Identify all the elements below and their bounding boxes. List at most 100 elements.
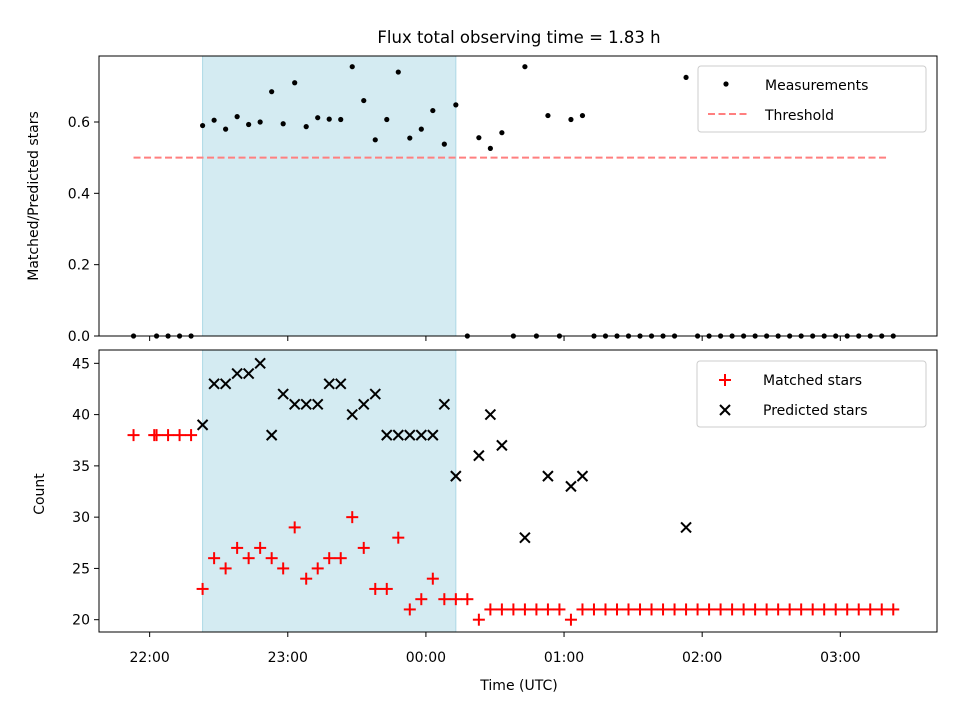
matched-star-point <box>806 603 819 616</box>
predicted-star-point <box>254 357 266 370</box>
matched-star-point <box>392 531 405 544</box>
top-ytick-label: 0.0 <box>68 329 90 345</box>
bottom-ylabel: Count <box>32 473 48 515</box>
predicted-star-point <box>450 470 462 482</box>
measurement-point <box>303 124 309 130</box>
matched-star-point <box>622 603 635 616</box>
measurement-point <box>384 116 390 123</box>
top-legend: Measurements Threshold <box>697 65 927 133</box>
bottom-xlabel: Time (UTC) <box>479 678 557 694</box>
matched-star-point <box>219 562 232 575</box>
bottom-xtick-label: 03:00 <box>820 650 860 666</box>
predicted-marker-b <box>484 408 497 421</box>
predicted-star-point <box>277 388 289 400</box>
matched-star-point <box>864 603 877 616</box>
predicted-star-point <box>484 408 497 421</box>
top-yticks-layer: 0.0 0.2 0.4 0.6 <box>68 115 99 345</box>
predicted-star-point <box>565 480 577 493</box>
matched-star-point <box>403 603 416 616</box>
bottom-xtick-label: 02:00 <box>682 650 722 666</box>
measurement-point <box>349 64 355 70</box>
matched-star-point <box>783 603 796 616</box>
predicted-star-point <box>473 449 485 462</box>
bottom-yticks-layer: 20 25 30 35 40 45 <box>72 356 99 629</box>
observing-band <box>202 349 457 633</box>
measurement-point <box>372 137 378 143</box>
bottom-axes-frame <box>98 349 938 633</box>
measurement-point <box>211 117 217 123</box>
legend-matched-marker <box>719 374 731 386</box>
matched-star-point <box>875 603 888 616</box>
measurement-point <box>579 112 586 119</box>
predicted-marker-b <box>473 449 485 462</box>
measurement-point <box>361 97 367 104</box>
matched-star-point <box>323 552 336 565</box>
predicted-marker-b <box>542 470 554 482</box>
predicted-marker-b <box>438 398 451 411</box>
legend-measurement-marker <box>723 81 729 87</box>
matched-star-point <box>599 603 612 616</box>
predicted-marker-b <box>496 439 508 452</box>
predicted-star-point <box>542 470 554 482</box>
measurement-point <box>338 116 344 123</box>
predicted-star-point <box>265 429 278 441</box>
predicted-marker-b <box>254 357 266 370</box>
matched-star-point <box>369 582 382 595</box>
matched-star-point <box>749 603 762 616</box>
predicted-star-point <box>335 378 347 390</box>
matched-star-point <box>841 603 854 616</box>
matched-star-point <box>703 603 716 616</box>
matched-star-point <box>380 582 393 595</box>
bottom-band-layer <box>202 349 457 633</box>
bottom-ytick-label: 30 <box>72 510 90 526</box>
predicted-star-point <box>392 429 404 441</box>
matched-star-point <box>495 603 508 616</box>
bottom-xtick-label: 00:00 <box>406 650 446 666</box>
measurement-point <box>441 141 447 147</box>
matched-star-point <box>438 593 451 606</box>
matched-star-point <box>760 603 773 616</box>
predicted-marker-b <box>335 378 347 390</box>
matched-star-point <box>300 572 313 585</box>
bottom-legend-frame <box>696 360 927 428</box>
measurement-point <box>326 116 332 122</box>
matched-star-point <box>587 603 600 616</box>
matched-star-point <box>357 541 370 554</box>
matched-star-point <box>415 593 428 606</box>
chart-title: Flux total observing time = 1.83 h <box>377 28 660 47</box>
matched-star-point <box>518 603 531 616</box>
matched-star-point <box>311 562 324 575</box>
predicted-star-point <box>404 429 416 441</box>
predicted-star-point <box>346 408 358 421</box>
matched-star-point <box>714 603 727 616</box>
measurement-point <box>522 64 528 70</box>
matched-star-point <box>127 429 140 442</box>
bottom-panel: 20 25 30 35 40 45 22:00 23:00 00:00 01:00 02:00 03… <box>32 349 938 694</box>
matched-star-point <box>472 613 485 626</box>
measurement-point <box>499 130 505 136</box>
measurement-point <box>395 69 401 75</box>
matched-star-point <box>645 603 658 616</box>
matched-star-point <box>530 603 543 616</box>
predicted-star-point <box>312 398 324 411</box>
bottom-ytick-label: 25 <box>72 561 90 577</box>
predicted-marker-b <box>576 470 589 482</box>
matched-star-point <box>657 603 670 616</box>
matched-star-point <box>576 603 589 616</box>
matched-star-point <box>680 603 693 616</box>
measurement-point <box>246 121 252 128</box>
measurement-point <box>234 114 240 120</box>
top-ytick-label: 0.4 <box>68 186 90 202</box>
matched-star-point <box>507 603 520 616</box>
predicted-marker-b <box>277 388 289 400</box>
matched-star-point <box>829 603 842 616</box>
predicted-star-point <box>300 398 312 411</box>
legend-predicted-label: Predicted stars <box>763 403 868 419</box>
predicted-marker-b <box>392 429 404 441</box>
matched-star-point <box>541 603 554 616</box>
measurement-point <box>453 102 459 108</box>
matched-star-point <box>795 603 808 616</box>
bottom-ytick-label: 35 <box>72 459 90 475</box>
matched-star-point <box>691 603 704 616</box>
measurement-point <box>430 107 436 114</box>
